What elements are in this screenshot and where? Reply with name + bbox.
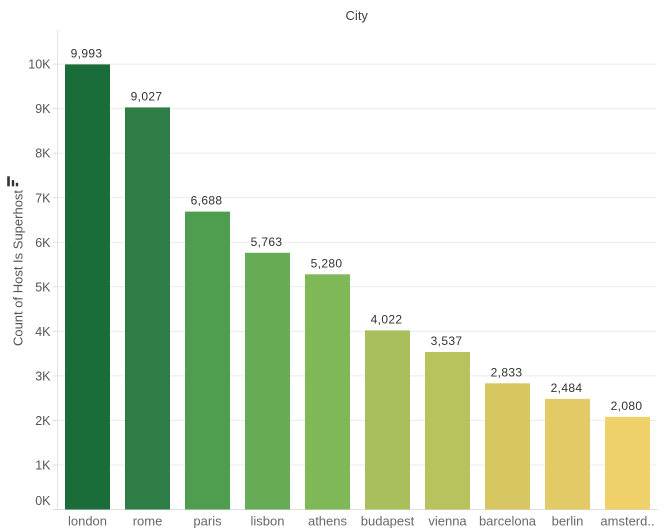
svg-text:berlin: berlin [552,514,584,529]
svg-text:6,688: 6,688 [191,194,223,208]
svg-text:3,537: 3,537 [431,334,463,348]
svg-text:9,027: 9,027 [131,89,163,103]
svg-text:9K: 9K [35,102,51,116]
svg-text:Count of Host Is Superhost: Count of Host Is Superhost [11,190,26,346]
svg-text:4,022: 4,022 [371,312,403,326]
svg-text:rome: rome [133,514,163,529]
svg-text:5,280: 5,280 [311,256,343,270]
svg-text:2,484: 2,484 [551,381,583,395]
svg-text:10K: 10K [28,58,51,72]
svg-text:6K: 6K [35,236,51,250]
svg-text:7K: 7K [35,191,51,205]
svg-text:1K: 1K [35,459,51,473]
svg-text:0K: 0K [35,494,51,508]
svg-text:2,080: 2,080 [611,399,643,413]
svg-text:vienna: vienna [428,514,467,529]
svg-text:budapest: budapest [361,514,415,529]
svg-text:barcelona: barcelona [479,514,537,529]
svg-text:5K: 5K [35,280,51,294]
svg-text:2,833: 2,833 [491,365,523,379]
svg-text:5,763: 5,763 [251,235,283,249]
svg-text:2K: 2K [35,414,51,428]
svg-text:athens: athens [308,514,348,529]
svg-text:3K: 3K [35,369,51,383]
svg-text:City: City [346,8,369,23]
svg-text:9,993: 9,993 [71,46,103,60]
svg-text:london: london [68,514,107,529]
svg-text:amsterd..: amsterd.. [600,514,654,529]
svg-text:lisbon: lisbon [251,514,285,529]
svg-text:8K: 8K [35,147,51,161]
svg-text:4K: 4K [35,325,51,339]
svg-text:paris: paris [193,514,222,529]
